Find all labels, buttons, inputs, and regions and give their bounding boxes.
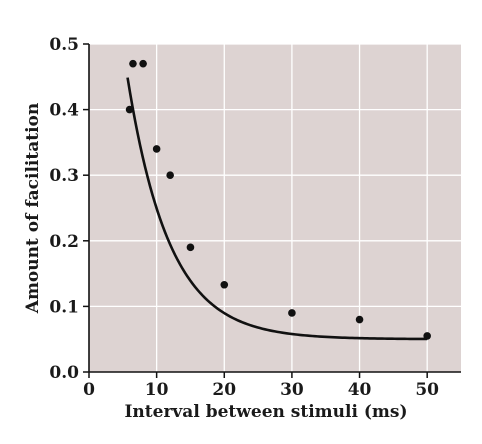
x-tick-label-2: 20	[212, 380, 236, 400]
x-axis-title: Interval between stimuli (ms)	[124, 402, 407, 422]
data-point-5	[186, 243, 195, 252]
axes	[88, 44, 461, 373]
data-points	[125, 59, 431, 340]
y-tick-label-5: 0.5	[49, 35, 79, 55]
x-tick-label-0: 0	[83, 380, 95, 400]
x-tick-label-1: 10	[145, 380, 169, 400]
data-point-6	[220, 280, 229, 289]
fit-curve	[126, 77, 428, 341]
x-axis-ticks: 0 10 20 30 40 50	[83, 372, 439, 400]
y-tick-label-0: 0.0	[49, 363, 79, 383]
data-point-9	[423, 332, 431, 340]
y-tick-label-1: 0.1	[49, 297, 79, 317]
y-tick-label-2: 0.2	[49, 232, 79, 252]
data-point-3	[152, 145, 161, 153]
data-point-4	[166, 171, 174, 179]
data-point-0	[125, 105, 134, 114]
x-tick-label-3: 30	[280, 380, 304, 400]
x-tick-label-4: 40	[348, 380, 372, 400]
y-axis-ticks: 0.0 0.1 0.2 0.3 0.4 0.5	[49, 35, 89, 383]
data-point-2	[139, 59, 147, 68]
grid-lines	[89, 43, 461, 372]
data-point-8	[355, 315, 364, 324]
y-tick-label-4: 0.4	[49, 101, 79, 121]
x-tick-label-5: 50	[415, 380, 439, 400]
y-tick-label-3: 0.3	[49, 166, 79, 186]
data-point-1	[129, 59, 137, 68]
y-axis-title: Amount of facilitation	[23, 103, 43, 315]
data-point-7	[288, 309, 296, 317]
plot-background	[89, 44, 461, 372]
